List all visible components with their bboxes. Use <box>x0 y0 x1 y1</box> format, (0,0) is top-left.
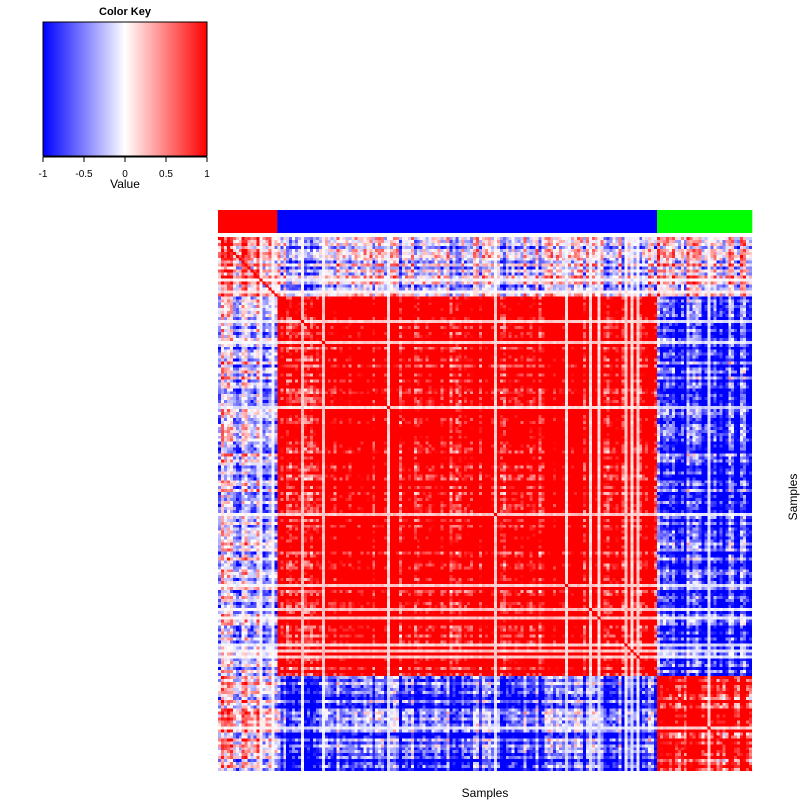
color-key-gradient <box>42 21 208 157</box>
color-key-tick-label: -0.5 <box>75 169 93 180</box>
side-color-group-3 <box>657 210 753 233</box>
color-key-tick-label: 1 <box>204 169 210 180</box>
color-key-ticks: -1 -0.5 0 0.5 1 <box>39 157 210 180</box>
color-key-title: Color Key <box>99 6 152 18</box>
color-key: Color Key -1 -0.5 0 0.5 1 Value <box>39 6 211 191</box>
y-axis-label: Samples <box>786 474 800 521</box>
side-color-group-1 <box>218 210 278 233</box>
side-color-group-2 <box>277 210 658 233</box>
color-key-tick-label: -1 <box>39 169 48 180</box>
color-key-label: Value <box>110 177 140 191</box>
column-side-colors <box>218 210 753 233</box>
heatmap-diagonal <box>217 236 753 772</box>
x-axis-label: Samples <box>462 786 509 800</box>
color-key-tick-label: 0 <box>122 169 128 180</box>
color-key-tick-label: 0.5 <box>159 169 173 180</box>
heatmap-matrix <box>217 236 753 772</box>
